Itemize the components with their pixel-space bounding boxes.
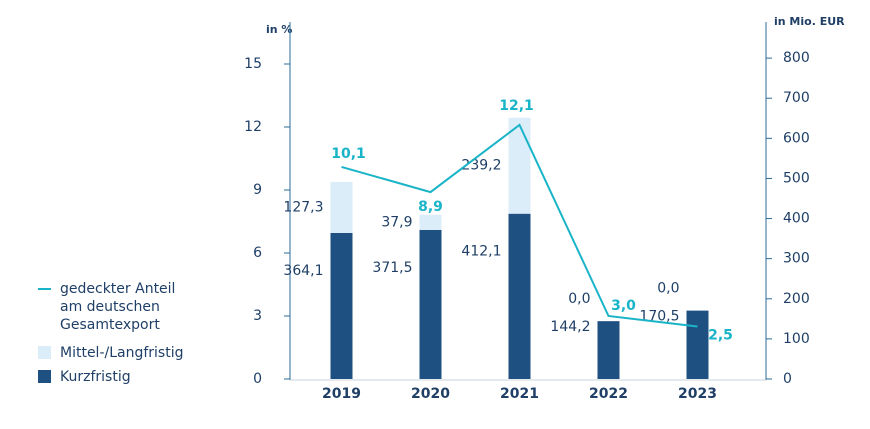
bar-value-label: 37,9 xyxy=(381,214,412,230)
y2-tick-label: 200 xyxy=(783,291,810,307)
bar-segment xyxy=(508,117,531,214)
y2-tick-label: 300 xyxy=(783,251,810,267)
legend-item: gedeckter Anteil am deutschen Gesamtexpo… xyxy=(38,280,208,334)
y2-tick-label: 800 xyxy=(783,50,810,66)
y2-tick-label: 500 xyxy=(783,170,810,186)
bar-segment xyxy=(330,232,353,379)
legend-swatch xyxy=(38,346,51,359)
bar-value-label: 0,0 xyxy=(657,281,679,297)
y2-tick-label: 0 xyxy=(783,371,792,387)
legend-swatch xyxy=(38,370,51,383)
bar-value-label: 412,1 xyxy=(461,244,501,260)
bar-segment xyxy=(419,214,442,230)
bar-value-label: 127,3 xyxy=(283,199,323,215)
y2-tick-label: 400 xyxy=(783,211,810,227)
y-tick-label: 3 xyxy=(253,308,262,324)
legend-label: gedeckter Anteil am deutschen Gesamtexpo… xyxy=(60,281,176,333)
bar-value-label: 0,0 xyxy=(568,291,590,307)
y2-tick-label: 100 xyxy=(783,331,810,347)
line-value-label: 8,9 xyxy=(418,199,443,215)
y-axis-label: in % xyxy=(266,23,292,36)
line-value-label: 3,0 xyxy=(611,298,636,314)
bar-value-label: 144,2 xyxy=(550,319,590,335)
legend-label: Kurzfristig xyxy=(60,369,131,385)
y2-tick-label: 700 xyxy=(783,90,810,106)
y-tick-label: 6 xyxy=(253,245,262,261)
line-value-label: 2,5 xyxy=(708,328,733,344)
x-tick-label: 2020 xyxy=(411,386,450,402)
bar-segment xyxy=(419,229,442,379)
legend-swatch xyxy=(38,288,51,290)
legend-item: Kurzfristig xyxy=(38,368,208,386)
line xyxy=(341,123,698,328)
y-tick-label: 15 xyxy=(244,56,262,72)
line-value-label: 10,1 xyxy=(331,146,366,162)
bar-value-label: 364,1 xyxy=(283,263,323,279)
x-tick-label: 2019 xyxy=(322,386,361,402)
bar-value-label: 371,5 xyxy=(372,260,412,276)
y-tick-label: 12 xyxy=(244,119,262,135)
x-tick-label: 2021 xyxy=(500,386,539,402)
y2-axis-label: in Mio. EUR xyxy=(774,15,845,28)
legend-item: Mittel-/Langfristig xyxy=(38,344,208,362)
bar-value-label: 239,2 xyxy=(461,158,501,174)
y-tick-label: 0 xyxy=(253,371,262,387)
bar-segment xyxy=(686,310,709,379)
legend-label: Mittel-/Langfristig xyxy=(60,345,184,361)
bar-segment xyxy=(508,213,531,379)
x-tick-label: 2023 xyxy=(678,386,717,402)
y2-tick-label: 600 xyxy=(783,130,810,146)
line-value-label: 12,1 xyxy=(499,98,534,114)
x-tick-label: 2022 xyxy=(589,386,628,402)
y-tick-label: 9 xyxy=(253,182,262,198)
bar-segment xyxy=(597,321,620,379)
bar-segment xyxy=(330,181,353,233)
